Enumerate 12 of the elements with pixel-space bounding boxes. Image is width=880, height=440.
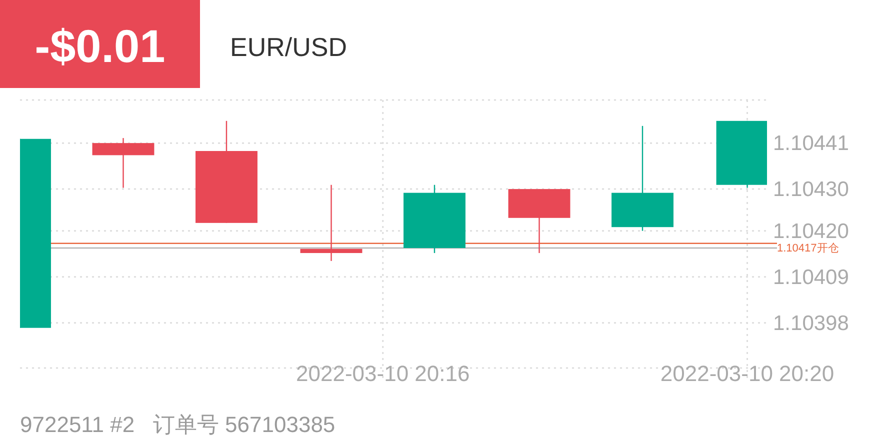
chart-title: EUR/USD	[230, 32, 348, 62]
y-tick-label: 1.10398	[773, 312, 849, 335]
y-tick-label: 1.10441	[773, 132, 849, 156]
ref-line-label: 1.10417开仓	[777, 242, 839, 254]
text: -$0.01	[34, 20, 166, 72]
x-tick-label: 2022-03-10 20:20	[660, 361, 834, 386]
y-tick-label: 1.10420	[773, 220, 849, 243]
x-tick-label: 2022-03-10 20:16	[296, 361, 470, 386]
y-tick-label: 1.10430	[773, 178, 849, 202]
y-tick-label: 1.10409	[773, 266, 849, 289]
candlestick	[300, 184, 362, 262]
text: 9722511 #2 订单号 567103385	[20, 412, 336, 437]
